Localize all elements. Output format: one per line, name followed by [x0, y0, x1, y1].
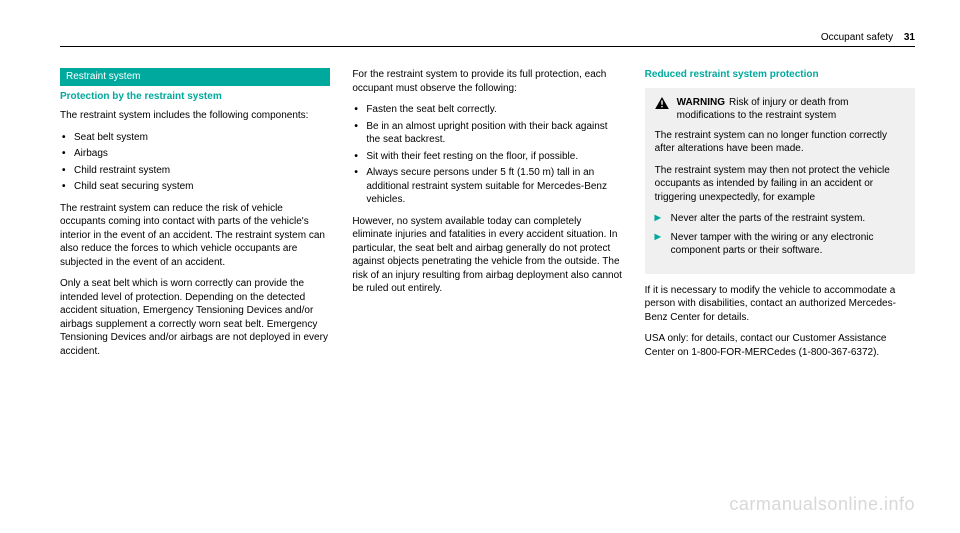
intro-para: The restraint system includes the follow… — [60, 109, 330, 123]
body-para: Only a seat belt which is worn correctly… — [60, 277, 330, 358]
body-para: However, no system available today can c… — [352, 215, 622, 296]
column-1: Restraint system Protection by the restr… — [60, 68, 330, 367]
list-item: Sit with their feet resting on the floor… — [352, 150, 622, 164]
list-item: Child seat securing system — [60, 180, 330, 194]
watermark: carmanualsonline.info — [729, 494, 915, 515]
list-item: Airbags — [60, 147, 330, 161]
body-para: The restraint system can reduce the risk… — [60, 202, 330, 270]
body-para: If it is necessary to modify the vehicle… — [645, 284, 915, 325]
subsection-title: Protection by the restraint system — [60, 90, 330, 104]
content-columns: Restraint system Protection by the restr… — [60, 68, 915, 367]
page-number: 31 — [904, 32, 915, 43]
warning-title-text: WARNINGRisk of injury or death from modi… — [677, 96, 905, 123]
warning-label: WARNING — [677, 97, 725, 108]
list-item: Child restraint system — [60, 164, 330, 178]
warning-actions: Never alter the parts of the restraint s… — [655, 212, 905, 258]
components-list: Seat belt system Airbags Child restraint… — [60, 131, 330, 194]
warning-para: The restraint system may then not protec… — [655, 164, 905, 205]
list-item: Be in an almost upright position with th… — [352, 120, 622, 147]
column-3: Reduced restraint system protection WARN… — [645, 68, 915, 367]
warning-para: The restraint system can no longer funct… — [655, 129, 905, 156]
list-item: Always secure persons under 5 ft (1.50 m… — [352, 166, 622, 207]
warning-box: WARNINGRisk of injury or death from modi… — [645, 88, 915, 274]
list-item: Never tamper with the wiring or any elec… — [655, 231, 905, 258]
warning-icon — [655, 97, 669, 109]
subsection-title: Reduced restraint system protection — [645, 68, 915, 82]
page-header: Occupant safety 31 — [821, 32, 915, 43]
body-para: USA only: for details, contact our Custo… — [645, 332, 915, 359]
intro-para: For the restraint system to provide its … — [352, 68, 622, 95]
column-2: For the restraint system to provide its … — [352, 68, 622, 367]
warning-header: WARNINGRisk of injury or death from modi… — [655, 96, 905, 123]
list-item: Seat belt system — [60, 131, 330, 145]
section-title: Restraint system — [60, 68, 330, 86]
header-section: Occupant safety — [821, 32, 893, 43]
list-item: Never alter the parts of the restraint s… — [655, 212, 905, 226]
list-item: Fasten the seat belt correctly. — [352, 103, 622, 117]
header-rule — [60, 46, 915, 47]
rules-list: Fasten the seat belt correctly. Be in an… — [352, 103, 622, 207]
